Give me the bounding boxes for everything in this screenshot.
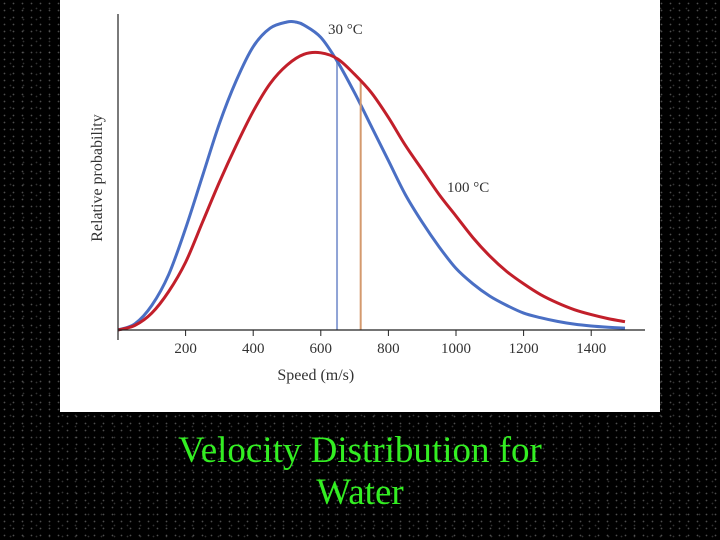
slide-title-line-2: Water [316,472,404,513]
x-tick-label: 1000 [441,341,471,357]
x-axis-title: Speed (m/s) [277,367,354,384]
velocity-distribution-chart: 200 400 600 800 1000 1200 1400 30 °C 100 °C Spe… [89,14,645,384]
x-tick-label: 200 [174,341,197,357]
x-tick-label: 400 [242,341,265,357]
series-label-100c: 100 °C [447,180,489,196]
series-label-30c: 30 °C [328,22,363,38]
x-tick-label: 1400 [576,341,606,357]
slide-title-line-1: Velocity Distribution for [178,430,542,471]
plot-panel: 200 400 600 800 1000 1200 1400 30 °C 100 °C Spe… [60,0,660,412]
series-label-group: 30 °C 100 °C [328,22,489,196]
x-tick-label: 600 [310,341,333,357]
x-tick-group: 200 400 600 800 1000 1200 1400 [174,330,606,357]
curve-layer [117,19,626,332]
x-tick-label: 1200 [509,341,539,357]
series-curve-100c [117,50,626,332]
x-tick-label: 800 [377,341,400,357]
series-curve-30c [117,19,626,332]
slide-title: Velocity Distribution for Water [0,430,720,514]
y-axis-title: Relative probability [89,114,106,242]
